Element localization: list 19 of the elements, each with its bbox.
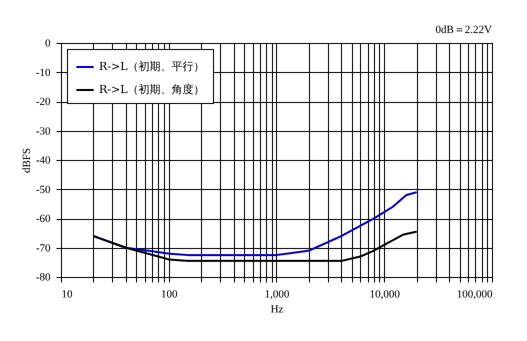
y-tick-label: -40 — [36, 154, 51, 166]
y-tick-label: -70 — [36, 242, 51, 254]
y-tick-label: -60 — [36, 213, 51, 225]
x-axis-title: Hz — [270, 304, 284, 316]
legend-label: R->L（初期、角度） — [99, 83, 205, 96]
legend-label: R->L（初期、平行） — [99, 60, 205, 73]
y-axis-title: dBFS — [20, 148, 33, 174]
x-tick-label: 10,000 — [370, 288, 400, 300]
y-tick-label: -50 — [36, 184, 51, 196]
y-tick-label: -10 — [36, 66, 51, 79]
y-tick-label: -20 — [36, 96, 51, 108]
y-tick-label: 0 — [45, 38, 51, 50]
x-tick-label: 10 — [62, 288, 73, 300]
y-tick-label: -30 — [36, 125, 51, 138]
text: 0dB＝2.22V — [435, 24, 492, 36]
x-tick-label: 100 — [161, 288, 178, 300]
y-tick-label: -80 — [36, 272, 51, 284]
x-tick-label: 100,000 — [456, 288, 493, 300]
x-tick-label: 1,000 — [264, 288, 290, 300]
